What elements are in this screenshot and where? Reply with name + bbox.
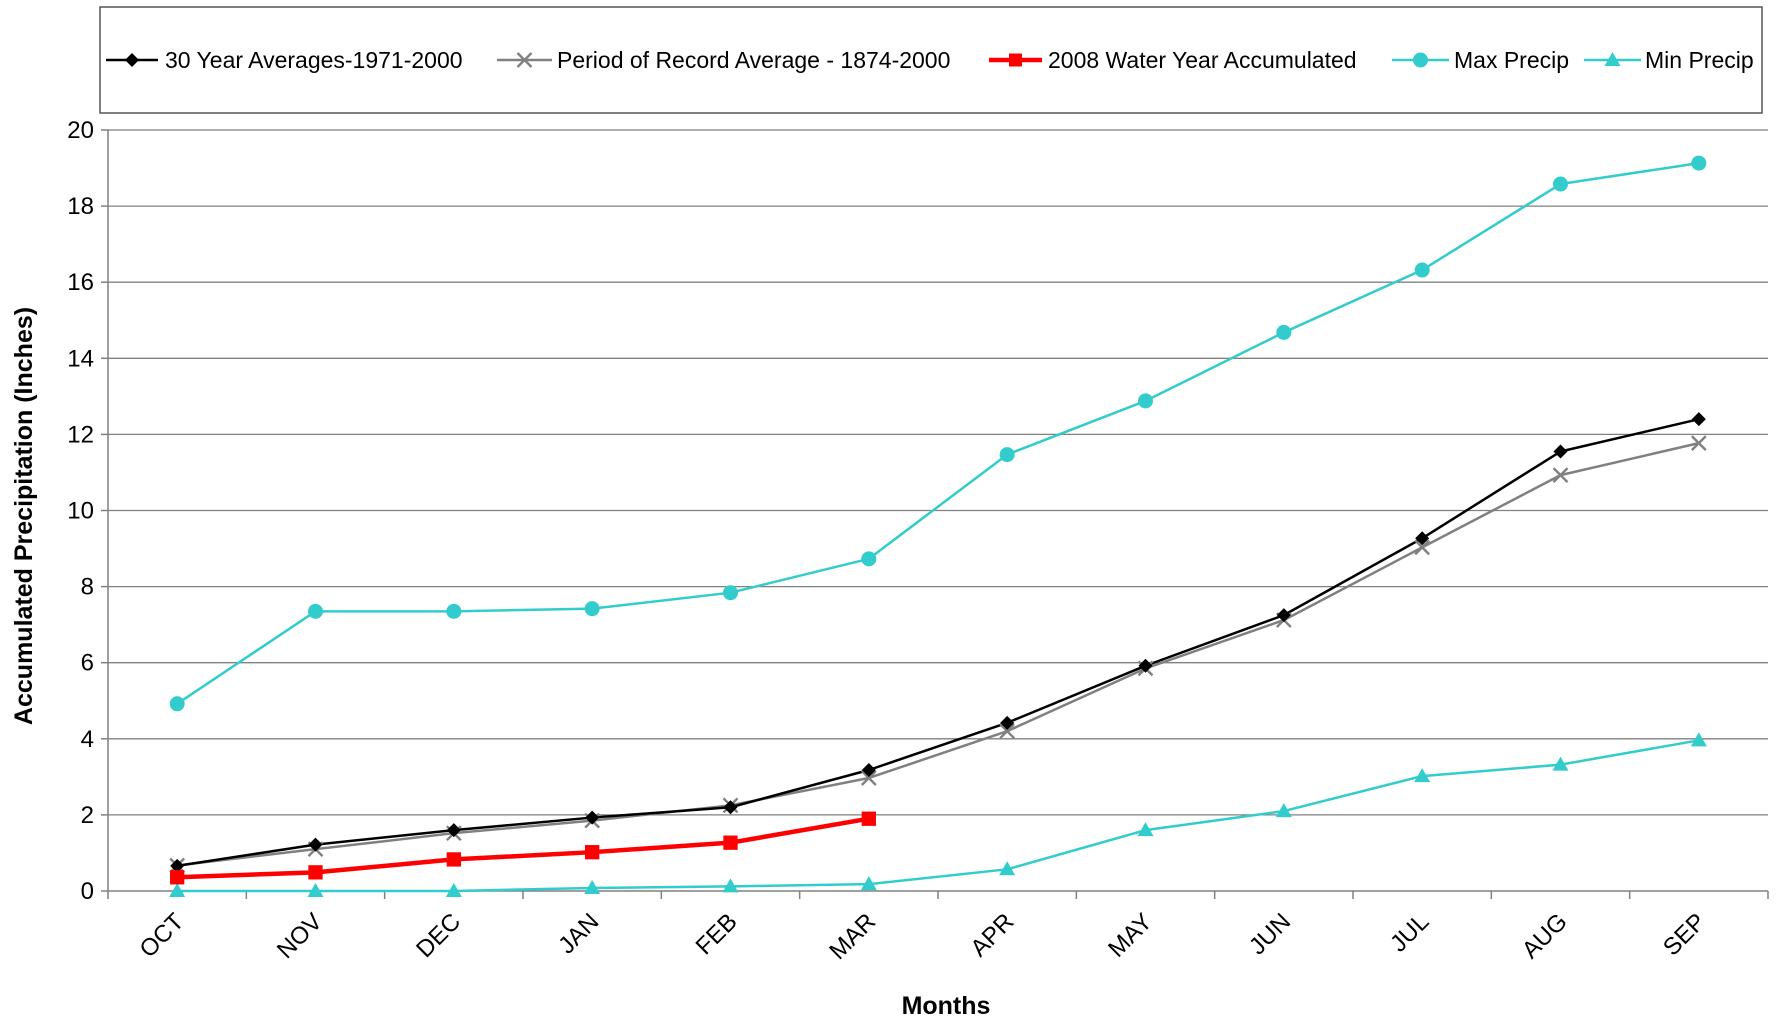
series-4-point-sep [1690,732,1707,747]
x-tick-label-dec: DEC [411,908,466,963]
series-2-point-dec [446,852,461,867]
y-tick-label-12: 12 [67,421,94,448]
series-0-point-aug [1553,444,1568,459]
series-4-point-dec [445,883,462,897]
legend-label-1: Period of Record Average - 1874-2000 [557,47,950,73]
legend-marker-4 [1604,52,1621,66]
series-0-point-jun [1276,608,1291,623]
series-line-2 [177,816,870,880]
series-3-point-dec [446,603,462,619]
x-tick-label-oct: OCT [134,908,189,963]
series-1-point-jul [1414,539,1431,556]
series-4-point-jan [584,879,601,894]
series-0-point-mar [861,763,876,778]
chart-legend: 30 Year Averages-1971-2000 Period of Reco… [99,6,1763,114]
series-line-0 [176,417,1700,868]
x-tick-label-may: MAY [1103,908,1158,963]
y-axis-title: Accumulated Precipitation (Inches) [10,307,38,725]
series-0-point-oct [170,858,185,873]
y-tick-label-10: 10 [67,498,94,525]
series-4-point-apr [999,861,1016,876]
series-4-point-mar [860,876,877,891]
x-tick-label-feb: FEB [691,908,743,960]
legend-marker-1 [516,52,533,68]
y-axis-ticks: 0 2 4 6 8 10 12 14 16 18 20 [67,117,108,905]
series-3-point-may [1138,393,1153,409]
series-3-point-oct [169,696,185,712]
y-tick-label-20: 20 [67,117,94,144]
series-2-point-nov [308,865,323,880]
series-4-point-feb [722,878,739,893]
series-3-point-jun [1276,324,1292,340]
series-line-4 [177,739,1700,893]
series-0-point-nov [308,837,323,852]
series-3-point-mar [861,551,877,567]
series-3-point-jul [1414,262,1430,278]
x-tick-label-mar: MAR [824,908,881,965]
series-markers [169,155,1707,897]
series-3-point-nov [308,603,323,619]
series-1-point-mar [860,770,877,786]
series-0-point-may [1138,658,1153,673]
series-1-point-apr [999,723,1016,740]
legend-box [99,6,1763,114]
legend-label-0: 30 Year Averages-1971-2000 [165,47,463,73]
series-0-point-sep [1691,412,1706,427]
series-2-point-jan [585,845,600,860]
series-2-point-oct [170,870,185,885]
x-tick-label-sep: SEP [1658,908,1711,961]
legend-label-4: Min Precip [1645,47,1754,73]
series-0-point-feb [723,800,738,815]
y-tick-label-14: 14 [67,345,94,372]
series-lines [176,161,1700,893]
y-tick-label-16: 16 [67,269,94,296]
legend-label-3: Max Precip [1454,47,1569,73]
series-1-point-aug [1552,467,1569,483]
x-tick-label-jan: JAN [553,908,604,959]
series-4-point-jun [1275,803,1292,818]
x-axis-title: Months [902,992,991,1018]
legend-label-2: 2008 Water Year Accumulated [1048,47,1357,73]
series-3-point-sep [1691,155,1707,171]
x-tick-label-nov: NOV [272,908,328,964]
series-1-point-sep [1690,435,1707,451]
y-tick-label-18: 18 [67,193,94,220]
series-3-point-feb [723,585,738,601]
series-3-point-jan [584,601,600,617]
x-tick-label-jun: JUN [1244,908,1296,960]
y-tick-label-2: 2 [81,802,94,829]
series-line-3 [176,161,1700,705]
series-4-point-aug [1552,756,1569,771]
x-tick-label-jul: JUL [1385,908,1434,957]
y-tick-label-6: 6 [81,650,94,677]
gridlines [108,129,1768,816]
series-3-point-aug [1553,176,1568,192]
y-tick-label-0: 0 [81,878,94,905]
series-line-1 [177,441,1700,867]
legend-marker-2 [1009,53,1022,67]
y-tick-label-8: 8 [81,574,94,601]
series-3-point-apr [999,447,1015,463]
series-4-point-may [1137,822,1154,837]
series-2-point-mar [861,811,876,826]
series-2-point-feb [723,835,738,850]
series-0-point-jan [585,810,600,825]
y-tick-label-4: 4 [81,726,94,753]
legend-marker-0 [125,53,139,67]
series-4-point-oct [169,883,186,897]
series-4-point-nov [307,883,324,897]
series-0-point-jul [1415,531,1430,546]
series-4-point-jul [1414,768,1431,783]
series-0-point-dec [446,823,461,838]
x-axis-ticks: OCT NOV DEC JAN FEB MAR APR MAY JUN JUL AUG SEP [107,891,1769,965]
x-tick-label-apr: APR [965,908,1019,962]
x-tick-label-aug: AUG [1517,908,1573,964]
series-0-point-apr [1000,715,1015,730]
legend-marker-3 [1413,52,1428,68]
